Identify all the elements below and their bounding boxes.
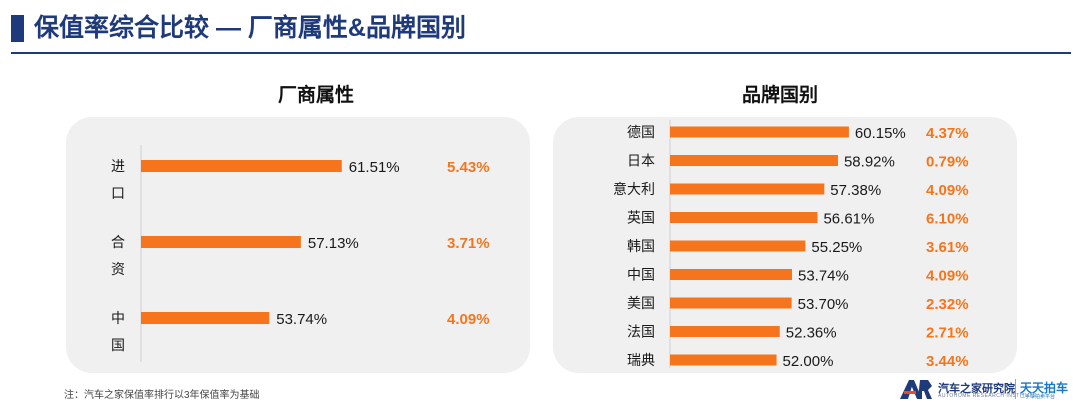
change-label-country-8: 3.44% xyxy=(926,353,969,370)
bar-country-3 xyxy=(670,212,818,223)
value-label-manufacturer-1: 57.13% xyxy=(308,235,359,252)
bar-country-4 xyxy=(670,240,806,252)
category-label-country-7: 法国 xyxy=(627,324,655,340)
value-label-country-3: 56.61% xyxy=(823,211,874,228)
bar-manufacturer-1 xyxy=(141,236,301,248)
value-label-country-0: 60.15% xyxy=(855,125,906,142)
value-label-country-6: 53.70% xyxy=(798,296,849,313)
page-title: 保值率综合比较 — 厂商属性&品牌国别 xyxy=(34,14,466,42)
footnote: 注：汽车之家保值率排行以3年保值率为基础 xyxy=(64,390,260,401)
category-label-country-3: 英国 xyxy=(627,210,655,226)
logo-brand-name: 天天拍车 xyxy=(1020,381,1069,395)
bar-country-7 xyxy=(670,326,780,337)
logo-org-name: 汽车之家研究院 xyxy=(938,383,1015,395)
bar-country-5 xyxy=(670,269,792,280)
category-label-country-0: 德国 xyxy=(627,124,655,140)
category-label-country-8: 瑞典 xyxy=(627,352,655,368)
value-label-manufacturer-0: 61.51% xyxy=(349,159,400,176)
change-label-country-2: 4.09% xyxy=(926,182,969,199)
bar-manufacturer-0 xyxy=(141,160,342,172)
bar-country-2 xyxy=(670,183,825,195)
change-label-country-0: 4.37% xyxy=(926,125,969,142)
value-label-country-4: 55.25% xyxy=(811,239,862,256)
category-label-country-4: 韩国 xyxy=(627,238,655,254)
change-label-country-1: 0.79% xyxy=(926,154,969,171)
bar-manufacturer-2 xyxy=(141,312,270,324)
chart-title-manufacturer: 厂商属性 xyxy=(277,85,354,106)
title-accent-bar xyxy=(11,15,24,42)
category-label-manufacturer-1: 合资 xyxy=(111,234,125,277)
change-label-manufacturer-0: 5.43% xyxy=(447,159,490,176)
bar-country-0 xyxy=(670,126,849,138)
bar-country-6 xyxy=(670,297,792,309)
logo-divider xyxy=(1015,379,1016,399)
change-label-country-5: 4.09% xyxy=(926,268,969,285)
category-label-country-1: 日本 xyxy=(627,153,655,169)
title-divider xyxy=(11,52,1071,54)
value-label-country-1: 58.92% xyxy=(844,154,895,171)
category-label-manufacturer-2: 中国 xyxy=(111,310,125,353)
change-label-country-6: 2.32% xyxy=(926,296,969,313)
value-label-country-5: 53.74% xyxy=(798,268,849,285)
value-label-country-8: 52.00% xyxy=(783,353,834,370)
value-label-manufacturer-2: 53.74% xyxy=(276,311,327,328)
logo-brand-sub: 二手车拍卖平台 xyxy=(1020,394,1056,400)
category-label-country-6: 美国 xyxy=(627,295,655,311)
bar-country-8 xyxy=(670,354,777,366)
autohome-research-logo-icon xyxy=(900,380,932,399)
value-label-country-2: 57.38% xyxy=(830,182,881,199)
category-label-country-2: 意大利 xyxy=(613,181,655,197)
logo-org-sub: AUTOHOME RESEARCH INSTITUTE xyxy=(938,393,1037,399)
change-label-manufacturer-2: 4.09% xyxy=(447,311,490,328)
change-label-country-3: 6.10% xyxy=(926,211,969,228)
bar-country-1 xyxy=(670,155,838,166)
change-label-manufacturer-1: 3.71% xyxy=(447,235,490,252)
category-label-manufacturer-0: 进口 xyxy=(111,158,125,201)
change-label-country-4: 3.61% xyxy=(926,239,969,256)
value-label-country-7: 52.36% xyxy=(786,325,837,342)
chart-title-country: 品牌国别 xyxy=(741,85,818,106)
category-label-country-5: 中国 xyxy=(627,267,655,283)
change-label-country-7: 2.71% xyxy=(926,325,969,342)
